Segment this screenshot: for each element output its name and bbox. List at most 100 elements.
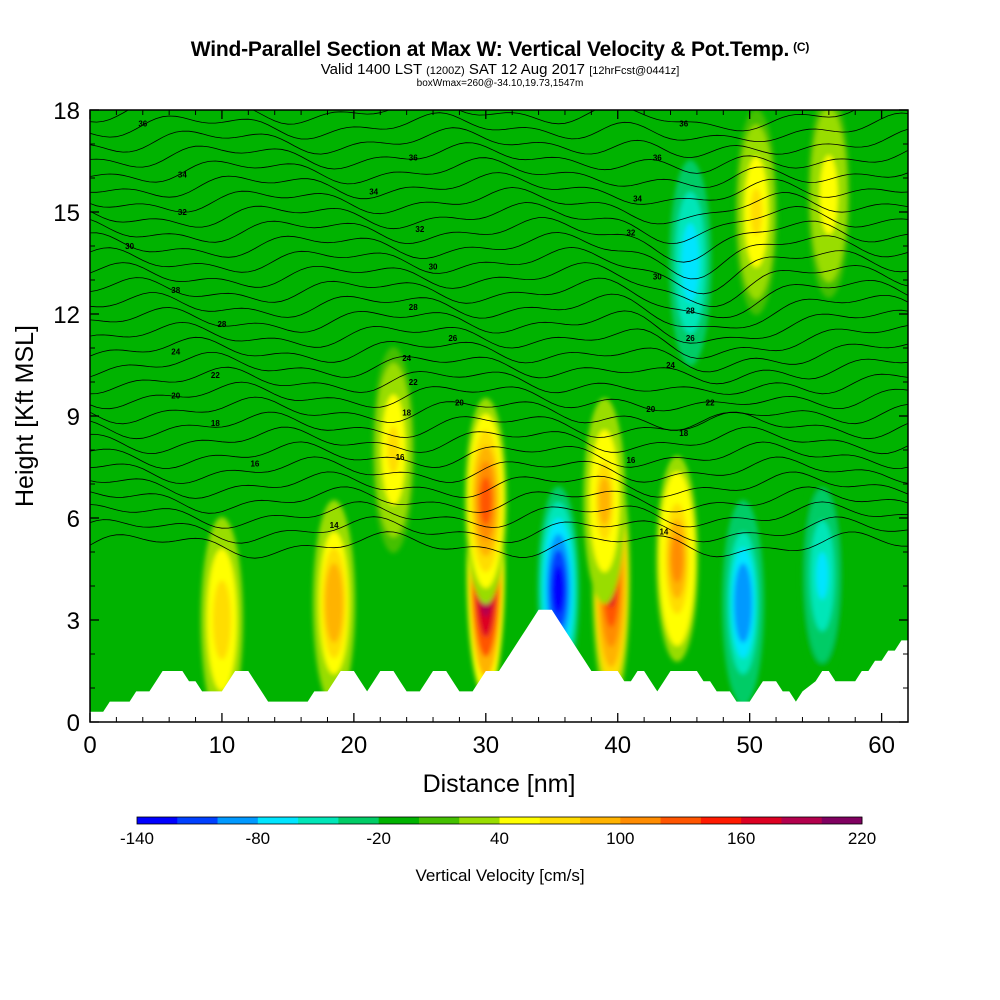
colorbar-swatch <box>700 817 742 824</box>
isoline-label-2: 32 <box>178 208 187 217</box>
colorbar-swatch <box>459 817 500 824</box>
colorbar-swatch <box>620 817 662 824</box>
colorbar-swatch <box>418 817 460 824</box>
chart-title: Wind-Parallel Section at Max W: Vertical… <box>190 38 810 61</box>
isoline-21 <box>90 217 908 263</box>
velocity-cell-6-ring-5 <box>215 596 228 644</box>
colorbar-swatch <box>499 817 541 824</box>
subtitle-date: SAT 12 Aug 2017 <box>468 61 586 78</box>
x-tick-label: 60 <box>868 732 895 759</box>
colorbar-swatch <box>338 817 380 824</box>
isoline-29 <box>90 110 856 132</box>
velocity-cell-5-ring-5 <box>328 579 341 627</box>
colorbar-tick-label: 220 <box>848 829 876 848</box>
isoline-3 <box>90 486 908 514</box>
isoline-22 <box>90 202 908 245</box>
x-tick-label: 0 <box>83 732 96 759</box>
velocity-cell-12-ring-5 <box>750 188 763 236</box>
subtitle-zulu: (1200Z) <box>426 65 465 77</box>
colorbar-swatch <box>660 817 702 824</box>
isoline-23 <box>90 187 908 225</box>
isoline-6 <box>90 441 908 470</box>
isoline-4 <box>90 471 908 499</box>
velocity-cell-1-ring-5 <box>479 477 492 525</box>
isoline-label-3: 30 <box>125 242 134 251</box>
isoline-24 <box>90 172 908 205</box>
isoline-label-19: 22 <box>409 378 418 387</box>
colorbar-swatch <box>821 817 863 824</box>
colorbar-swatch <box>781 817 823 824</box>
isoline-label-0: 36 <box>138 120 147 129</box>
subtitle-forecast: [12hrFcst@0441z] <box>589 65 680 77</box>
isoline-label-9: 18 <box>211 419 220 428</box>
isoline-15 <box>90 307 908 344</box>
isoline-labels: 36 34 32 30 38 28 24 22 20 18 16 14 36 34 32 30 28 26 24 22… <box>125 120 715 537</box>
colorbar: -140 -80 -20 40 100 160 220 Vertical Velocity [… <box>120 816 876 885</box>
isoline-0 <box>90 531 908 559</box>
colorbar-swatch <box>257 817 299 824</box>
isoline-label-14: 32 <box>415 225 424 234</box>
colorbar-swatch <box>580 817 621 824</box>
isoline-12 <box>90 352 908 385</box>
y-tick-label: 12 <box>53 302 80 329</box>
isoline-label-6: 24 <box>171 347 180 356</box>
velocity-cell-10-ring-5 <box>816 552 829 600</box>
isoline-label-30: 24 <box>666 361 675 370</box>
isoline-18 <box>90 262 908 307</box>
vertical-velocity-field <box>90 110 908 722</box>
isoline-label-21: 18 <box>402 409 411 418</box>
isoline-9 <box>90 396 908 431</box>
isoline-14 <box>90 321 908 359</box>
isoline-label-4: 38 <box>171 286 180 295</box>
title-badge: (C) <box>793 40 810 54</box>
isoline-label-33: 18 <box>679 429 688 438</box>
isoline-26 <box>90 142 908 174</box>
terrain <box>90 609 908 722</box>
colorbar-swatch <box>217 817 259 824</box>
isoline-label-27: 30 <box>653 273 662 282</box>
isoline-2 <box>90 501 908 529</box>
isoline-label-26: 32 <box>626 228 635 237</box>
x-tick-label: 20 <box>341 732 368 759</box>
isoline-8 <box>90 411 908 440</box>
y-axis-label: Height [Kft MSL] <box>11 325 39 507</box>
isoline-label-23: 36 <box>679 120 688 129</box>
isoline-7 <box>90 426 908 455</box>
x-axis-label: Distance [nm] <box>423 770 576 798</box>
isoline-label-20: 20 <box>455 398 464 407</box>
velocity-cell-11-ring-5 <box>684 239 697 287</box>
isoline-27 <box>90 127 908 159</box>
x-tick-label: 30 <box>472 732 499 759</box>
isoline-label-12: 36 <box>409 154 418 163</box>
isoline-label-22: 16 <box>396 453 405 462</box>
isoline-1 <box>90 516 908 544</box>
velocity-cell-4-ring-5 <box>671 535 684 583</box>
isoline-label-11: 14 <box>330 521 339 530</box>
isoline-label-28: 28 <box>686 307 695 316</box>
colorbar-swatch <box>137 817 178 824</box>
colorbar-swatch <box>378 817 420 824</box>
y-tick-label: 6 <box>67 506 80 533</box>
isoline-label-10: 16 <box>250 460 259 469</box>
isoline-label-5: 28 <box>217 320 226 329</box>
colorbar-swatch <box>539 817 581 824</box>
isoline-label-8: 20 <box>171 392 180 401</box>
isoline-label-1: 34 <box>178 171 187 180</box>
x-tick-label: 40 <box>604 732 631 759</box>
velocity-cell-8-ring-5 <box>552 565 565 614</box>
isoline-13 <box>90 336 908 373</box>
pot-temp-isolines <box>90 110 908 559</box>
isoline-label-24: 36 <box>653 154 662 163</box>
colorbar-tick-label: -140 <box>120 829 154 848</box>
x-tick-label: 10 <box>209 732 236 759</box>
isoline-label-25: 34 <box>633 194 642 203</box>
velocity-cell-13-ring-5 <box>822 171 835 219</box>
isoline-label-17: 26 <box>448 334 457 343</box>
colorbar-swatch <box>298 817 339 824</box>
isoline-label-18: 24 <box>402 354 411 363</box>
y-tick-label: 15 <box>53 200 80 227</box>
colorbar-tick-label: 40 <box>490 829 509 848</box>
colorbar-swatch <box>741 817 782 824</box>
